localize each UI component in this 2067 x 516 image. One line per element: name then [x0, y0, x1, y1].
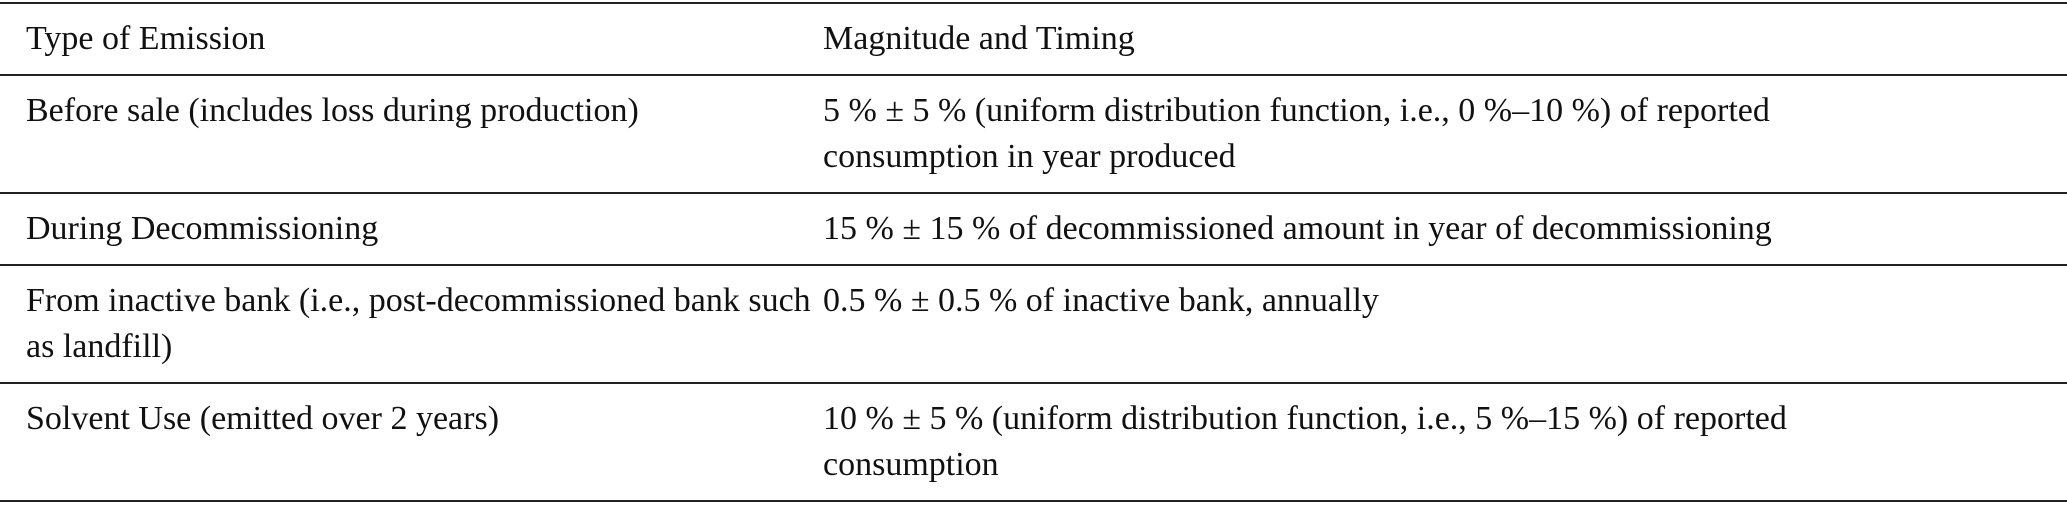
table-row: Before sale (includes loss during produc… [0, 75, 2067, 193]
table-cell: During Decommissioning [26, 210, 379, 247]
table-row: Solvent Use (emitted over 2 years) 10 % ±… [0, 383, 2067, 501]
table-header: Type of Emission Magnitude and Timing [0, 3, 2067, 75]
table-cell: 10 % ± 5 % (uniform distribution functio… [823, 400, 1787, 483]
table-row: During Decommissioning 15 % ± 15 % of dec… [0, 193, 2067, 265]
emission-table: Type of Emission Magnitude and Timing Be… [0, 2, 2067, 502]
header-cell: Type of Emission [26, 20, 266, 57]
table-cell: 5 % ± 5 % (uniform distribution function… [823, 92, 1770, 175]
header-cell: Magnitude and Timing [823, 20, 1135, 57]
table-cell: 0.5 % ± 0.5 % of inactive bank, annually [823, 282, 1379, 319]
table-body: Before sale (includes loss during produc… [0, 75, 2067, 501]
table-cell: Before sale (includes loss during produc… [26, 92, 639, 129]
table-cell: From inactive bank (i.e., post-decommiss… [26, 282, 811, 365]
table-row: From inactive bank (i.e., post-decommiss… [0, 265, 2067, 383]
header-row: Type of Emission Magnitude and Timing [0, 3, 2067, 75]
table-cell: Solvent Use (emitted over 2 years) [26, 400, 500, 437]
table-cell: 15 % ± 15 % of decommissioned amount in … [823, 210, 1772, 247]
